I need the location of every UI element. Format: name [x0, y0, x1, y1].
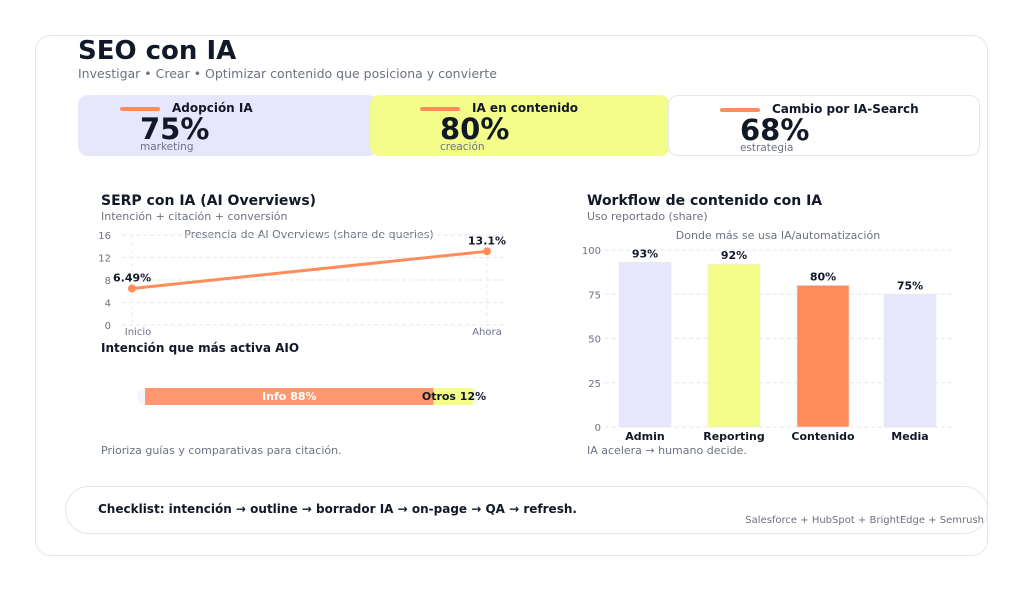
checklist-text: Checklist: intención → outline → borrado…	[98, 502, 577, 516]
left-footnote: Prioriza guías y comparativas para citac…	[101, 444, 342, 457]
y-tick-label: 8	[105, 276, 111, 287]
y-tick-label: 25	[588, 379, 601, 390]
series-line	[131, 249, 488, 290]
page-title: SEO con IA	[78, 36, 237, 66]
y-tick-label: 12	[98, 254, 111, 265]
data-label: 13.1%	[468, 234, 506, 247]
kpi-card-cambio: Cambio por IA-Search 68% estrategia	[668, 95, 980, 156]
kpi-label: Adopción IA	[172, 101, 253, 115]
y-tick-label: 0	[105, 321, 111, 332]
x-tick-label: Reporting	[703, 430, 765, 443]
data-label: 92%	[721, 249, 747, 262]
y-tick-label: 4	[105, 299, 111, 310]
kpi-value: 80%	[440, 112, 510, 146]
dashboard-card	[35, 35, 988, 556]
kpi-value: 68%	[740, 113, 810, 147]
bar	[618, 262, 672, 428]
kpi-value: 75%	[140, 112, 210, 146]
bar	[883, 293, 937, 428]
accent-pill-icon	[120, 107, 160, 111]
kpi-label: Cambio por IA-Search	[772, 102, 919, 116]
right-section-subtitle: Uso reportado (share)	[587, 210, 708, 223]
y-tick-label: 75	[588, 290, 601, 301]
kpi-card-contenido: IA en contenido 80% creación	[370, 95, 670, 156]
bar	[707, 263, 761, 428]
right-footnote: IA acelera → humano decide.	[587, 444, 747, 457]
segment-label: Otros 12%	[422, 390, 486, 403]
y-tick-label: 0	[595, 423, 601, 434]
segment-label: Info 88%	[262, 390, 316, 403]
x-tick-label: Ahora	[472, 327, 502, 338]
y-tick-label: 50	[588, 335, 601, 346]
data-point	[128, 284, 136, 293]
checklist-banner	[65, 486, 988, 534]
kpi-sub: creación	[440, 141, 485, 153]
page-subtitle: Investigar • Crear • Optimizar contenido…	[78, 66, 497, 81]
left-section-title: SERP con IA (AI Overviews)	[101, 193, 317, 209]
bar	[796, 285, 850, 428]
intent-title: Intención que más activa AIO	[101, 341, 300, 355]
accent-pill-icon	[420, 107, 460, 111]
x-tick-label: Media	[891, 430, 928, 443]
left-section-subtitle: Intención + citación + conversión	[101, 210, 288, 223]
x-tick-label: Contenido	[791, 430, 855, 443]
y-tick-label: 16	[98, 231, 111, 242]
data-label: 80%	[810, 270, 836, 283]
x-tick-label: Inicio	[125, 327, 151, 338]
right-section-title: Workflow de contenido con IA	[587, 193, 823, 209]
kpi-sub: marketing	[140, 141, 194, 153]
bar-segment	[433, 388, 473, 405]
bar-segment	[145, 388, 434, 405]
data-label: 6.49%	[113, 271, 151, 284]
bar-chart-title: Donde más se usa IA/automatización	[676, 229, 880, 242]
sources-text: Salesforce + HubSpot + BrightEdge + Semr…	[745, 515, 984, 526]
kpi-sub: estrategia	[740, 142, 794, 154]
y-tick-label: 100	[582, 246, 601, 257]
kpi-card-adopcion: Adopción IA 75% marketing	[78, 95, 378, 156]
x-tick-label: Admin	[625, 430, 664, 443]
data-point	[483, 247, 491, 256]
kpi-label: IA en contenido	[472, 101, 579, 115]
accent-pill-icon	[720, 108, 760, 112]
data-label: 93%	[632, 247, 658, 260]
data-label: 75%	[897, 279, 923, 292]
line-chart-title: Presencia de AI Overviews (share de quer…	[184, 228, 433, 241]
